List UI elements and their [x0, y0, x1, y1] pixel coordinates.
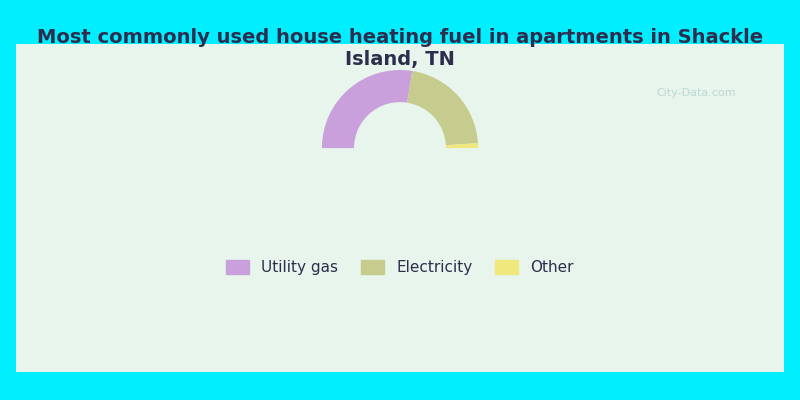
Wedge shape	[446, 143, 478, 148]
Wedge shape	[407, 71, 478, 145]
Wedge shape	[322, 70, 412, 148]
Text: Most commonly used house heating fuel in apartments in Shackle Island, TN: Most commonly used house heating fuel in…	[37, 28, 763, 69]
Legend: Utility gas, Electricity, Other: Utility gas, Electricity, Other	[220, 254, 580, 282]
Text: City-Data.com: City-Data.com	[656, 88, 736, 98]
